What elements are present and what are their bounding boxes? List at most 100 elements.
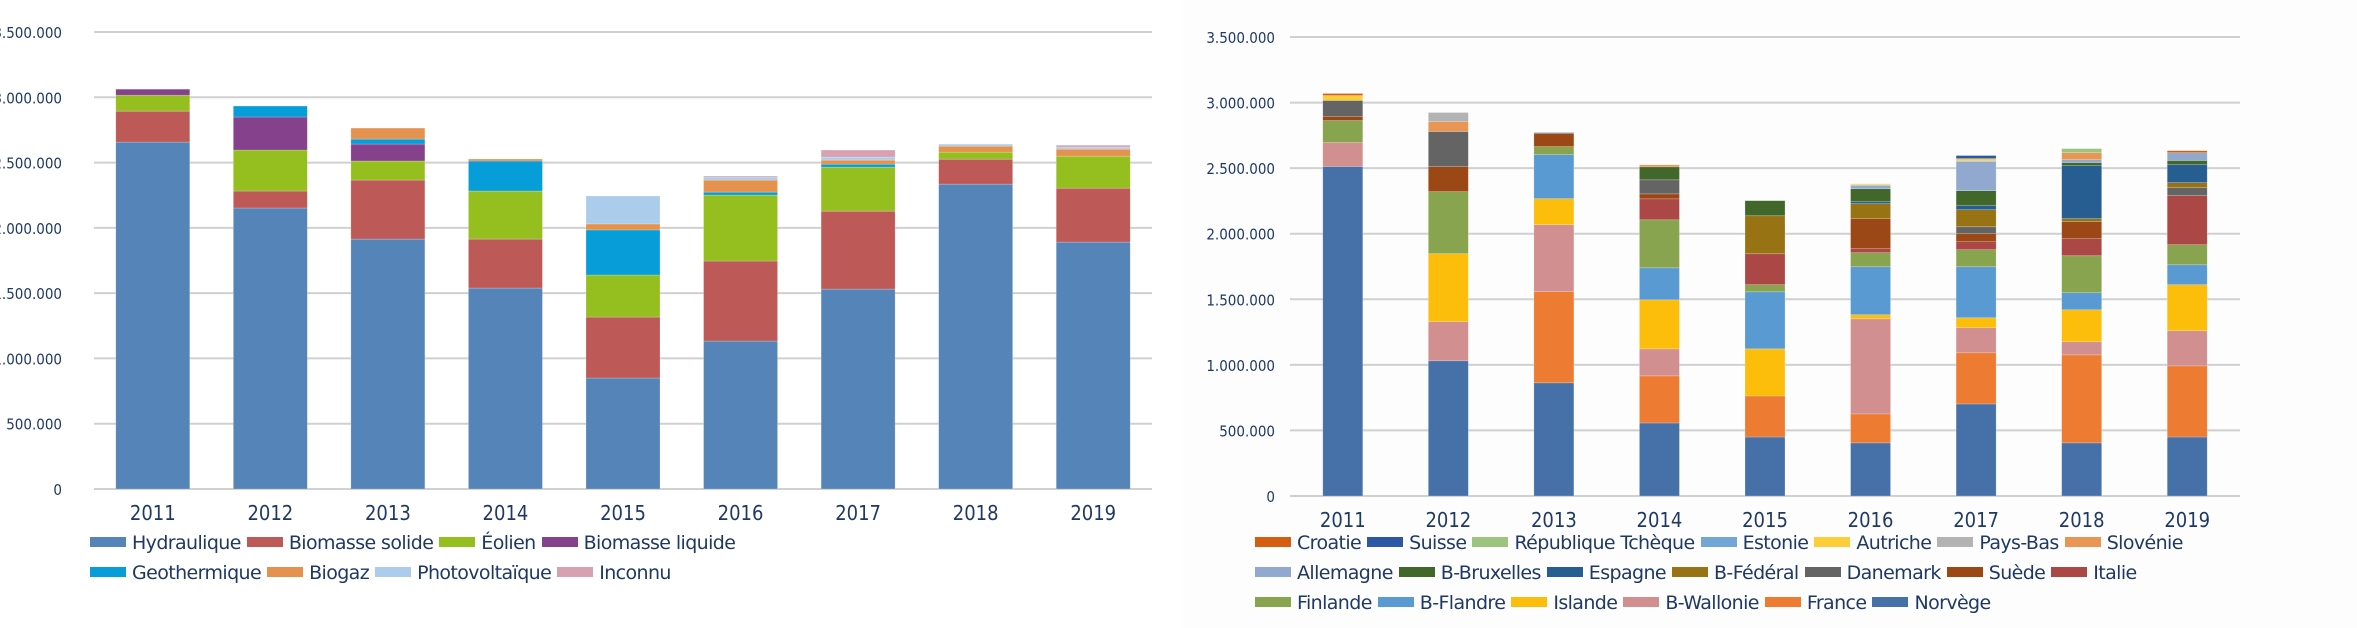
legend-row: Allemagne B-Bruxelles Espagne B-Fédéral Dane… bbox=[1255, 558, 2355, 588]
bar-segment-inconnu-2019 bbox=[1055, 144, 1131, 148]
bar-segment-islande-2014 bbox=[1639, 299, 1680, 350]
bar-stack-2014 bbox=[1639, 164, 1680, 497]
bar-segment-suede-2016 bbox=[1850, 218, 1891, 249]
bar-segment-danemark-2012 bbox=[1428, 131, 1469, 167]
legend-item-b-federal: B-Fédéral bbox=[1672, 558, 1799, 588]
bar-segment-photovoltaique-2017 bbox=[820, 156, 896, 161]
bar-segment-norvege-2011 bbox=[1322, 166, 1364, 497]
bar-stack-2013 bbox=[1533, 132, 1575, 497]
bar-segment-islande-2016 bbox=[1850, 314, 1891, 320]
legend-label: Photovoltaïque bbox=[417, 562, 552, 584]
legend-swatch bbox=[1255, 536, 1291, 547]
bar-segment-biogaz-2015 bbox=[585, 223, 661, 231]
bar-segment-b-flandre-2016 bbox=[1850, 266, 1891, 316]
bar-segment-islande-2013 bbox=[1533, 198, 1575, 225]
legend-swatch bbox=[1623, 596, 1660, 607]
bar-segment-biogaz-2017 bbox=[820, 159, 896, 165]
bar-segment-allemagne-2018 bbox=[2061, 159, 2102, 163]
legend-item-italie: Italie bbox=[2051, 558, 2137, 588]
bar-segment-photovoltaique-2015 bbox=[585, 195, 661, 225]
bar-segment-hydraulique-2018 bbox=[938, 183, 1013, 490]
bar-stack-2012 bbox=[1428, 112, 1469, 497]
bar-segment-biomasse-solide-2019 bbox=[1055, 187, 1131, 243]
bar-segment-france-2018 bbox=[2061, 354, 2102, 444]
legend-swatch bbox=[1255, 566, 1291, 577]
bar-segment-allemagne-2017 bbox=[1955, 161, 1997, 191]
bar-segment-b-flandre-2017 bbox=[1955, 266, 1997, 319]
legend-label: B-Flandre bbox=[1419, 592, 1506, 614]
legend-label: France bbox=[1806, 592, 1867, 614]
x-tick-label: 2017 bbox=[835, 501, 881, 525]
bar-segment-allemagne-2019 bbox=[2166, 152, 2208, 161]
legend-energy-source: Hydraulique Biomasse solide Éolien Biomasse… bbox=[90, 528, 1170, 588]
x-tick-label: 2016 bbox=[718, 501, 764, 525]
x-tick-label: 2014 bbox=[1637, 508, 1683, 532]
bar-segment-b-wallonie-2014 bbox=[1639, 348, 1680, 377]
legend-label: Geothermique bbox=[132, 562, 262, 584]
y-tick-label: 2.000.000 bbox=[0, 220, 62, 238]
y-tick-label: 1.000.000 bbox=[0, 350, 62, 368]
bar-segment-b-wallonie-2013 bbox=[1533, 224, 1575, 292]
bar-segment-norvege-2016 bbox=[1850, 442, 1891, 497]
chart-energy-source: 0 500.000 1.000.000 1.500.000 2.000.000 2.500… bbox=[0, 24, 1152, 525]
bar-segment-islande-2019 bbox=[2166, 284, 2208, 332]
x-tick-label: 2012 bbox=[1425, 508, 1471, 532]
legend-label: Hydraulique bbox=[132, 532, 241, 554]
legend-label: Inconnu bbox=[599, 562, 671, 584]
bar-segment-italie-2015 bbox=[1744, 253, 1786, 286]
bar-segment-biogaz-2016 bbox=[703, 179, 778, 193]
y-tick-label: 2.000.000 bbox=[1206, 226, 1275, 244]
bar-segment-b-federal-2018 bbox=[2061, 218, 2102, 222]
bar-segment-danemark-2014 bbox=[1639, 179, 1680, 195]
bar-segment-eolien-2018 bbox=[938, 151, 1013, 160]
bar-segment-b-wallonie-2012 bbox=[1428, 321, 1469, 362]
legend-label: Croatie bbox=[1297, 532, 1362, 554]
legend-item-b-wallonie: B-Wallonie bbox=[1623, 588, 1759, 618]
bar-segment-france-2014 bbox=[1639, 375, 1680, 424]
bar-segment-geothermique-2014 bbox=[468, 160, 543, 192]
legend-swatch bbox=[90, 566, 126, 577]
bar-segment-hydraulique-2015 bbox=[585, 377, 661, 490]
legend-label: Autriche bbox=[1856, 532, 1932, 554]
legend-label: Danemark bbox=[1846, 562, 1942, 584]
legend-label: B-Bruxelles bbox=[1440, 562, 1542, 584]
bar-segment-norvege-2014 bbox=[1639, 422, 1680, 497]
y-tick-label: 500.000 bbox=[6, 416, 62, 434]
bar-stack-2014 bbox=[468, 158, 543, 490]
bar-stack-2018 bbox=[938, 143, 1013, 490]
legend-label: Pays-Bas bbox=[1979, 532, 2059, 554]
y-tick-label: 2.500.000 bbox=[0, 155, 62, 173]
legend-item-islande: Islande bbox=[1511, 588, 1618, 618]
bar-segment-eolien-2011 bbox=[115, 94, 191, 112]
bar-segment-biomasse-liquide-2011 bbox=[115, 88, 191, 96]
legend-item-finlande: Finlande bbox=[1255, 588, 1372, 618]
legend-swatch bbox=[2064, 536, 2101, 547]
legend-row: Finlande B-Flandre Islande B-Wallonie France… bbox=[1255, 588, 2355, 618]
bar-segment-b-federal-2015 bbox=[1744, 215, 1786, 255]
y-tick-label: 2.500.000 bbox=[1206, 160, 1275, 178]
bar-segment-norvege-2013 bbox=[1533, 382, 1575, 497]
legend-item-slovenie: Slovénie bbox=[2064, 528, 2183, 558]
bar-segment-geothermique-2015 bbox=[585, 229, 661, 276]
bar-segment-biomasse-solide-2011 bbox=[115, 110, 191, 143]
legend-swatch bbox=[90, 536, 126, 547]
legend-item-norvege: Norvège bbox=[1872, 588, 1991, 618]
legend-swatch bbox=[1804, 566, 1841, 577]
chart-panel-country: 0 500.000 1.000.000 1.500.000 2.000.000 2.500… bbox=[1183, 0, 2357, 628]
bar-segment-italie-2016 bbox=[1850, 248, 1891, 254]
legend-swatch bbox=[557, 566, 594, 577]
bar-segment-biogaz-2014 bbox=[468, 158, 543, 162]
legend-label: Éolien bbox=[481, 532, 536, 554]
chart-country: 0 500.000 1.000.000 1.500.000 2.000.000 2.500… bbox=[1206, 29, 2240, 532]
bar-segment-suede-2013 bbox=[1533, 133, 1575, 147]
bar-segment-espagne-2018 bbox=[2061, 165, 2102, 219]
bar-segment-biomasse-solide-2015 bbox=[585, 316, 661, 379]
bar-segment-inconnu-2016 bbox=[703, 175, 778, 178]
legend-label: Italie bbox=[2093, 562, 2137, 584]
bar-segment-biomasse-solide-2013 bbox=[350, 179, 426, 240]
bar-stack-2019 bbox=[1055, 144, 1131, 490]
x-tick-label: 2015 bbox=[600, 501, 646, 525]
bar-segment-slovenie-2014 bbox=[1639, 164, 1680, 168]
bar-segment-croatie-2019 bbox=[2166, 150, 2208, 153]
bar-segment-finlande-2012 bbox=[1428, 191, 1469, 254]
